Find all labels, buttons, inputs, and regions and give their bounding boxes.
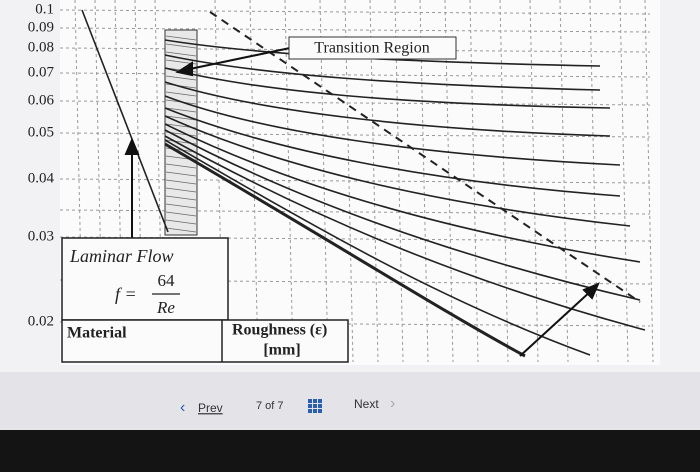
grid-line	[249, 0, 259, 363]
grid-line	[499, 0, 509, 363]
hatch-line	[165, 171, 197, 177]
y-axis-label: 0.03	[28, 228, 54, 244]
curve	[164, 123, 641, 263]
grid-line	[644, 0, 654, 363]
hatch-line	[165, 163, 197, 169]
grid-line	[59, 100, 651, 106]
navigation: ‹ Prev 7 of 7 Next ›	[180, 395, 395, 416]
nav-bar	[0, 372, 700, 430]
hatch-line	[165, 195, 197, 201]
curve	[164, 115, 631, 227]
y-axis-label: 0.04	[28, 170, 55, 186]
hatch-line	[165, 219, 197, 225]
y-axis-label: 0.07	[28, 64, 55, 80]
grid-line	[59, 132, 651, 138]
table-header: Roughness (ε)	[232, 322, 327, 339]
arrow-head	[582, 282, 600, 300]
arrows	[124, 47, 600, 357]
hatch-line	[165, 203, 197, 209]
arrow	[184, 47, 291, 71]
table-header: [mm]	[263, 342, 300, 359]
curve	[164, 81, 611, 137]
y-axis-label: 0.1	[35, 1, 54, 17]
curve	[164, 139, 591, 356]
grid-line	[59, 209, 651, 215]
laminar-box	[61, 237, 229, 321]
y-axis-label: 0.02	[28, 313, 54, 329]
hatch-line	[165, 179, 197, 185]
prev-button[interactable]: Prev	[198, 401, 223, 415]
grid-line	[59, 178, 651, 184]
table-header: Material	[67, 325, 127, 342]
grid-line	[589, 0, 599, 363]
dashed-boundary	[209, 11, 641, 303]
grid-line	[559, 0, 569, 363]
hatch-line	[165, 35, 197, 41]
curve	[164, 67, 611, 109]
grid-icon[interactable]	[308, 399, 322, 413]
grid-line	[444, 0, 454, 363]
hatch-line	[165, 75, 197, 81]
curve	[164, 129, 641, 301]
arrow	[519, 289, 593, 357]
y-axis-label: 0.08	[28, 39, 54, 55]
laminar-line	[81, 9, 169, 233]
curve	[164, 107, 621, 197]
transition-label: Transition Region	[314, 40, 429, 57]
hatch-line	[165, 227, 197, 233]
next-button[interactable]: Next	[354, 397, 379, 411]
y-axis-labels: 0.1 0.09 0.08 0.07 0.06 0.05 0.04 0.03 0.02	[28, 1, 55, 329]
page-indicator: 7 of 7	[256, 400, 284, 412]
grid-line	[619, 0, 629, 363]
grid-line	[59, 27, 651, 33]
grid-line	[59, 72, 651, 78]
hatch-line	[165, 211, 197, 217]
formula-lhs: f =	[115, 284, 137, 304]
material-table	[61, 319, 349, 363]
grid-line	[529, 0, 539, 363]
grid-line	[59, 9, 651, 15]
smooth-curve	[164, 142, 526, 358]
laminar-title: Laminar Flow	[69, 246, 174, 266]
curve	[164, 95, 621, 166]
hatch-line	[165, 43, 197, 49]
arrow-head	[175, 61, 193, 77]
y-axis-label: 0.06	[28, 92, 55, 108]
arrow-head	[124, 137, 140, 155]
y-axis-label: 0.09	[28, 19, 54, 35]
curve	[164, 54, 601, 91]
hatch-line	[165, 51, 197, 57]
hatch-line	[165, 187, 197, 193]
next-chevron[interactable]: ›	[390, 395, 395, 412]
prev-chevron[interactable]: ‹	[180, 399, 185, 416]
formula-denominator: Re	[156, 298, 175, 317]
hatch-line	[165, 115, 197, 121]
hatch-line	[165, 107, 197, 113]
bezel	[0, 430, 700, 472]
y-axis-label: 0.05	[28, 124, 54, 140]
transition-box	[288, 36, 457, 60]
hatch-line	[165, 91, 197, 97]
formula-numerator: 64	[158, 271, 176, 290]
